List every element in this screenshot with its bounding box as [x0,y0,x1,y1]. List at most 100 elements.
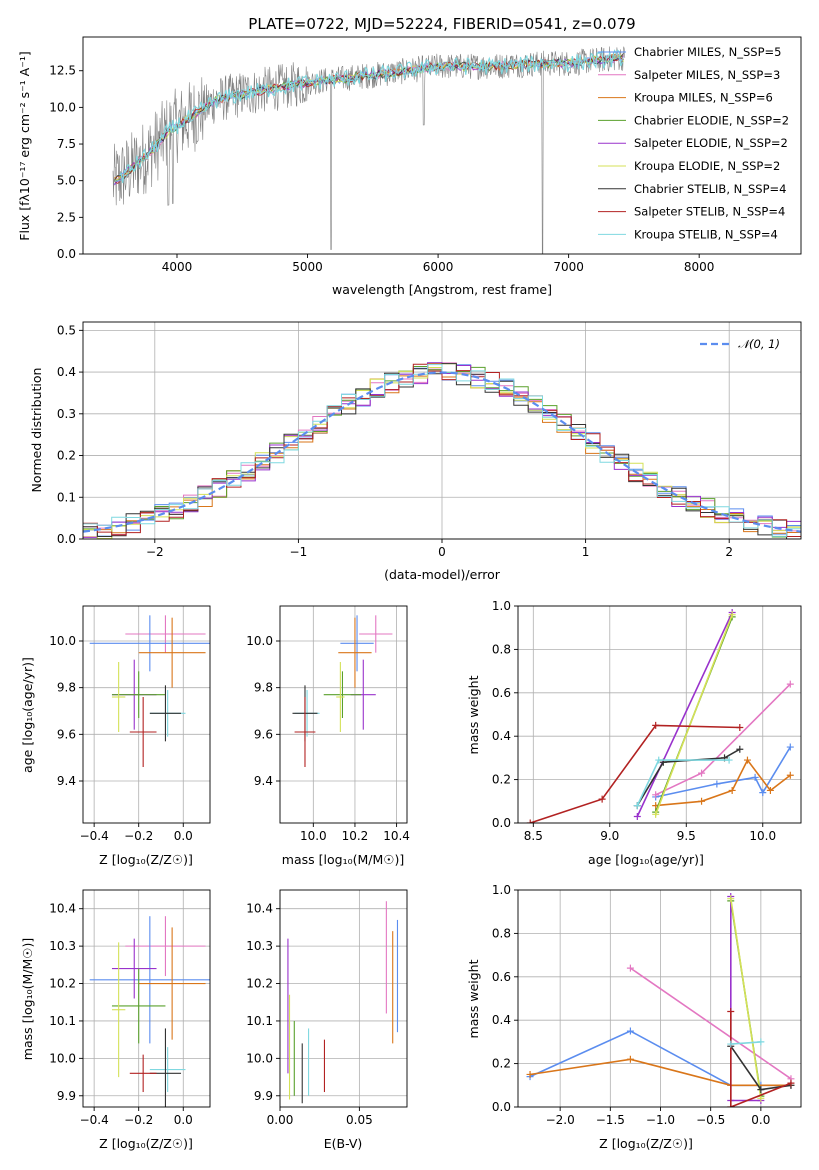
x-tick-label: 0.0 [174,829,193,843]
x-tick-label: −0.2 [124,1113,153,1127]
data-point [736,724,744,732]
x-tick-label: 10.0 [300,829,327,843]
data-point [598,795,606,803]
legend-entry: 𝒩(0, 1) [738,337,780,351]
x-tick-label: 7000 [553,260,584,274]
residuals-ylabel: Normed distribution [29,368,44,493]
mw-age-ylabel: mass weight [466,675,481,754]
y-tick-label: 0.6 [492,686,511,700]
data-point [526,1070,534,1078]
line-plot [526,893,795,1107]
data-point [757,1038,765,1046]
y-tick-label: 1.0 [492,599,511,613]
data-point [655,756,663,764]
axes-frame [82,605,211,824]
x-tick-label: 10.0 [749,829,776,843]
y-tick-label: 10.0 [49,634,76,648]
mw-age-xlabel: age [log₁₀(age/yr)] [588,852,704,867]
mass-ebv-xlabel: E(B-V) [324,1136,363,1151]
axes-frame [82,889,211,1108]
x-tick-label: 9.5 [677,829,696,843]
x-tick-label: 2 [725,545,733,559]
massweight-vs-z-panel: −2.0 −1.5 −1.0 −0.5 0.0 0.0 0.2 0.4 0.6 0.8 1.0 [492,883,802,1127]
mass-z-ylabel: mass [log₁₀(M/M☉)] [20,938,35,1060]
y-tick-label: 5.0 [57,174,76,188]
data-point [698,769,706,777]
y-tick-label: 10.1 [246,1014,273,1028]
y-tick-label: 10.4 [246,902,273,916]
data-point [757,1086,765,1094]
y-tick-label: 9.4 [57,774,76,788]
y-tick-label: 0.0 [492,1100,511,1114]
x-tick-label: 0.0 [751,1113,770,1127]
mw-z-xlabel: Z [log₁₀(Z/Z☉)] [599,1136,693,1151]
age-z-ylabel: age [log₁₀(age/yr)] [20,657,35,773]
series-line [655,758,791,807]
series-line [529,724,740,823]
y-tick-label: 0.2 [492,773,511,787]
y-tick-label: 10.0 [49,100,76,114]
series-line [529,1058,791,1087]
y-tick-label: 0.0 [492,816,511,830]
x-tick-label: 10.2 [342,829,369,843]
data-point [633,802,641,810]
data-point [786,680,794,688]
axes-frame [517,605,802,824]
y-tick-label: 10.1 [49,1014,76,1028]
y-tick-label: 0.8 [492,642,511,656]
axes-frame [279,889,408,1108]
axes-frame [82,36,802,255]
x-tick-label: 4000 [162,260,193,274]
data-point [728,611,736,619]
legend-entry: Salpeter MILES, N_SSP=3 [634,68,780,82]
y-tick-label: 10.0 [49,1051,76,1065]
x-tick-label: −0.4 [80,1113,109,1127]
age-vs-z-panel: −0.4 −0.2 0.0 9.4 9.6 9.8 10.0 [49,605,211,843]
x-tick-label: 5000 [292,260,323,274]
errorbar-plot [287,901,399,1104]
y-tick-label: 9.4 [254,774,273,788]
axes-frame [279,605,408,824]
y-tick-label: 10.0 [246,1051,273,1065]
legend-entry: Chabrier MILES, N_SSP=5 [634,45,781,59]
mw-z-ylabel: mass weight [466,959,481,1038]
spectrum-title: PLATE=0722, MJD=52224, FIBERID=0541, z=0… [248,15,635,33]
data-point [652,721,660,729]
x-tick-label: −1 [290,545,308,559]
legend-entry: Salpeter STELIB, N_SSP=4 [634,205,785,219]
x-tick-label: −0.4 [80,829,109,843]
data-point [727,895,735,903]
y-tick-label: 0.5 [57,323,76,337]
data-point [751,773,759,781]
data-point [786,771,794,779]
legend-entry: Kroupa STELIB, N_SSP=4 [634,227,778,241]
y-tick-label: 9.6 [57,727,76,741]
mass-vs-z-panel: −0.4 −0.2 0.0 9.9 10.0 10.1 10.2 10.3 10.4 [49,889,211,1127]
y-tick-label: 0.8 [492,926,511,940]
spectrum-xlabel: wavelength [Angstrom, rest frame] [332,282,552,297]
legend-entry: Chabrier STELIB, N_SSP=4 [634,182,786,196]
data-point [728,786,736,794]
x-tick-label: 0.00 [267,1113,294,1127]
x-tick-label: 8000 [684,260,715,274]
y-tick-label: 9.8 [57,681,76,695]
x-tick-label: −0.2 [124,829,153,843]
mass-vs-ebv-panel: 0.00 0.05 9.9 10.0 10.1 10.2 10.3 10.4 [246,889,408,1127]
massweight-vs-age-panel: 8.5 9.0 9.5 10.0 0.0 0.2 0.4 0.6 0.8 1.0 [492,599,802,843]
y-tick-label: 10.2 [49,977,76,991]
data-point [727,1008,735,1016]
legend-entry: Salpeter ELODIE, N_SSP=2 [634,136,788,150]
y-tick-label: 0.4 [492,729,511,743]
y-tick-label: 0.6 [492,970,511,984]
x-tick-label: −1.5 [596,1113,625,1127]
series-line [636,612,733,817]
axes-frame [517,889,802,1108]
y-tick-label: 0.1 [57,490,76,504]
x-tick-label: −2 [146,545,164,559]
y-tick-label: 9.6 [254,727,273,741]
y-tick-label: 0.2 [57,449,76,463]
y-tick-label: 10.0 [246,634,273,648]
y-tick-label: 10.4 [49,902,76,916]
data-point [743,756,751,764]
